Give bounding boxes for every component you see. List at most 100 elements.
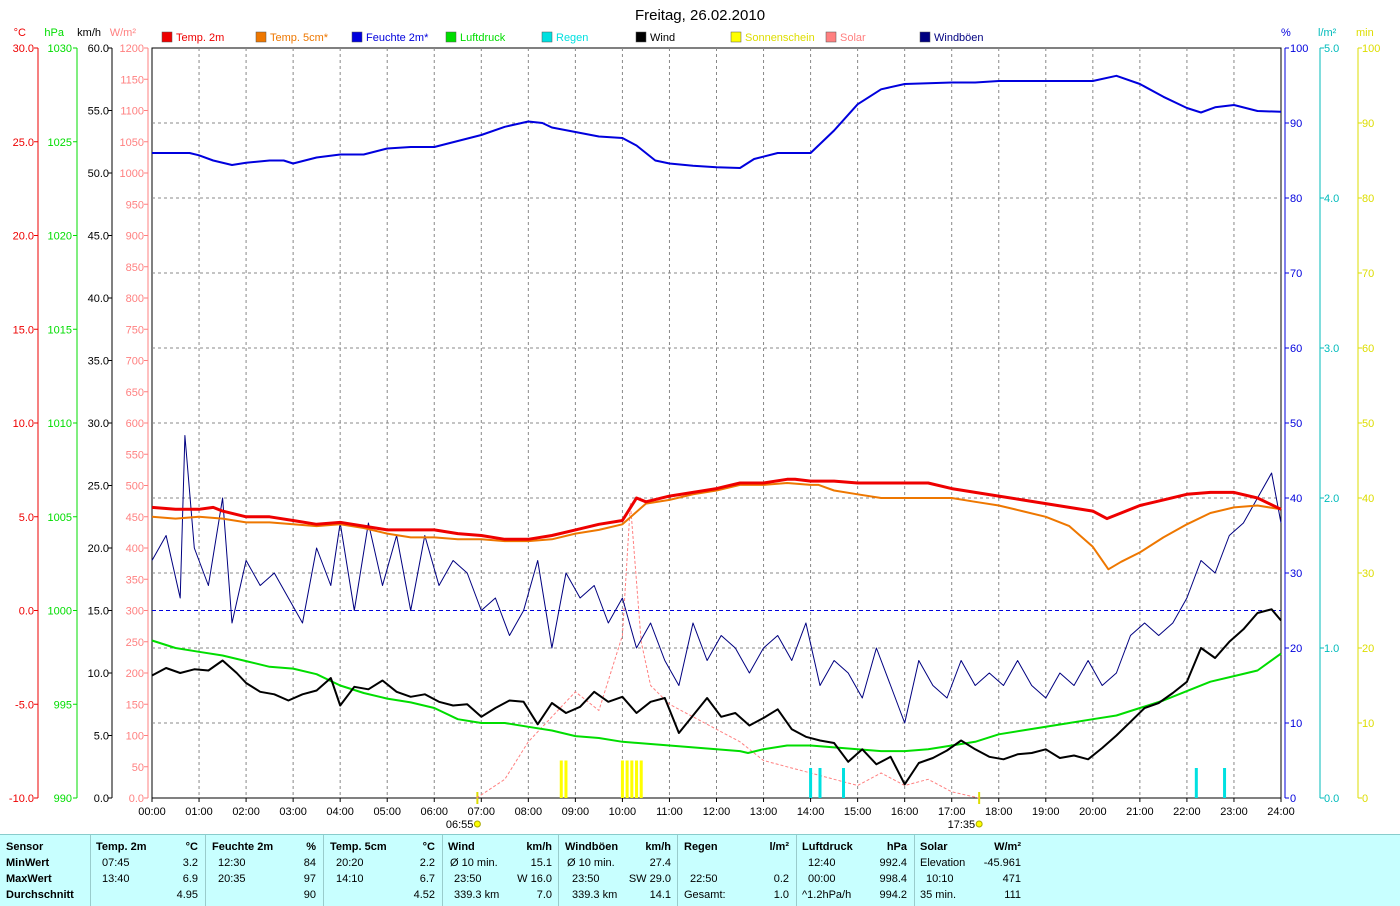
wind-tick-label: 25.0 [88, 481, 109, 493]
sun-tick-label: 70 [1362, 268, 1374, 280]
pressure-tick-label: 1005 [48, 512, 72, 524]
series-luftdruck [151, 639, 1282, 754]
temp5cm-avg: 4.52 [413, 889, 435, 901]
sun-tick-label: 60 [1362, 343, 1374, 355]
humidity-tick-label: 60 [1290, 343, 1302, 355]
stats-separator [442, 835, 443, 906]
pressure-tick-label: 995 [54, 699, 72, 711]
legend-swatch [161, 31, 173, 43]
humidity-tick-label: 70 [1290, 268, 1302, 280]
gusts-distance: 339.3 km [572, 889, 618, 901]
sun-tick-label: 0 [1362, 793, 1368, 805]
legend-label: Feuchte 2m* [366, 32, 429, 44]
chart-title: Freitag, 26.02.2010 [635, 7, 765, 24]
humidity-header: Feuchte 2m [212, 841, 274, 853]
sunshine-bar [635, 760, 639, 798]
humidity-tick-label: 50 [1290, 418, 1302, 430]
solar-avg: 111 [1004, 889, 1021, 901]
sunset-label: 17:35 [948, 819, 976, 831]
wind-tick-label: 0.0 [94, 793, 109, 805]
temp5cm-unit: °C [422, 841, 435, 853]
temp-tick-label: 10.0 [13, 418, 34, 430]
temp2m-unit: °C [185, 841, 198, 853]
pressure-unit: hPa [886, 841, 907, 853]
legend-label: Wind [650, 32, 675, 44]
sun-tick-label: 50 [1362, 418, 1374, 430]
legend-swatch [351, 31, 363, 43]
temp2m-min-time: 07:45 [102, 857, 130, 869]
series-wind [151, 608, 1282, 786]
x-tick-label: 01:00 [185, 806, 213, 818]
gusts-unit: km/h [645, 841, 671, 853]
series-temp-2m [151, 477, 1282, 541]
solar-sun-minutes: 35 min. [920, 889, 957, 901]
stats-separator [323, 835, 324, 906]
gusts-max-time: 23:50 [572, 873, 600, 885]
sunrise-label: 06:55 [446, 819, 474, 831]
pressure-min-time: 12:40 [808, 857, 836, 869]
sunshine-bar [630, 760, 634, 798]
wind-header: Wind [448, 841, 475, 853]
x-tick-label: 19:00 [1032, 806, 1060, 818]
sun-tick-label: 100 [1362, 43, 1380, 55]
solar-tick-label: 250 [126, 637, 144, 649]
pressure-tick-label: 1030 [48, 43, 72, 55]
temp-tick-label: 0.0 [19, 606, 34, 618]
humidity-tick-label: 100 [1290, 43, 1308, 55]
solar-tick-label: 400 [126, 543, 144, 555]
x-tick-label: 08:00 [515, 806, 543, 818]
row-label-min: MinWert [6, 857, 50, 869]
temp-tick-label: -5.0 [15, 699, 34, 711]
legend-swatch [635, 31, 647, 43]
rain-bar [1194, 768, 1198, 798]
x-tick-label: 05:00 [373, 806, 401, 818]
x-tick-label: 20:00 [1079, 806, 1107, 818]
x-tick-label: 09:00 [562, 806, 590, 818]
x-tick-label: 18:00 [985, 806, 1013, 818]
temp2m-header: Temp. 2m [96, 841, 147, 853]
stats-separator [796, 835, 797, 906]
humidity-tick-label: 30 [1290, 568, 1302, 580]
grid [151, 47, 1282, 799]
weather-chart: Freitag, 26.02.2010 Temp. 2m Temp. 5cm* Fe… [9, 7, 1380, 831]
x-tick-label: 07:00 [468, 806, 496, 818]
humidity-unit: % [306, 841, 316, 853]
temp2m-max: 6.9 [182, 873, 198, 885]
solar-elevation: -45.961 [983, 857, 1021, 869]
x-tick-label: 21:00 [1126, 806, 1154, 818]
humidity-tick-label: 40 [1290, 493, 1302, 505]
temp2m-max-time: 13:40 [102, 873, 130, 885]
row-label-sensor: Sensor [6, 841, 44, 853]
wind-max: W 16.0 [517, 873, 552, 885]
stats-separator [90, 835, 91, 906]
solar-tick-label: 650 [126, 387, 144, 399]
pressure-header: Luftdruck [802, 841, 853, 853]
x-tick-label: 13:00 [750, 806, 778, 818]
row-label-avg: Durchschnitt [6, 889, 74, 901]
sunshine-bar [620, 760, 624, 798]
pressure-max: 998.4 [879, 873, 907, 885]
pressure-tick-label: 1000 [48, 606, 72, 618]
solar-unit: W/m² [110, 27, 137, 39]
legend-swatch [825, 31, 837, 43]
temp5cm-min: 2.2 [419, 857, 435, 869]
solar-tick-label: 550 [126, 449, 144, 461]
solar-tick-label: 50 [132, 762, 144, 774]
sunrise-sun-icon [473, 820, 481, 828]
sun-tick-label: 30 [1362, 568, 1374, 580]
series-windb-en [151, 435, 1282, 724]
temp-tick-label: 30.0 [13, 43, 34, 55]
pressure-tick-label: 1025 [48, 137, 72, 149]
axes: 00:00 01:00 02:00 03:00 04:00 05:00 06:00 07:00… [9, 27, 1380, 831]
pressure-max-time: 00:00 [808, 873, 836, 885]
x-tick-label: 11:00 [656, 806, 683, 818]
wind-avg: 7.0 [536, 889, 552, 901]
rain-max: 0.2 [773, 873, 789, 885]
series-feuchte-2m [152, 74, 1282, 169]
humidity-tick-label: 10 [1290, 718, 1302, 730]
legend-label: Regen [556, 32, 588, 44]
legend: Temp. 2m Temp. 5cm* Feuchte 2m* Luftdruck Re… [161, 31, 984, 44]
humidity-min-time: 12:30 [218, 857, 246, 869]
sun-tick-label: 10 [1362, 718, 1374, 730]
stats-separator [677, 835, 678, 906]
